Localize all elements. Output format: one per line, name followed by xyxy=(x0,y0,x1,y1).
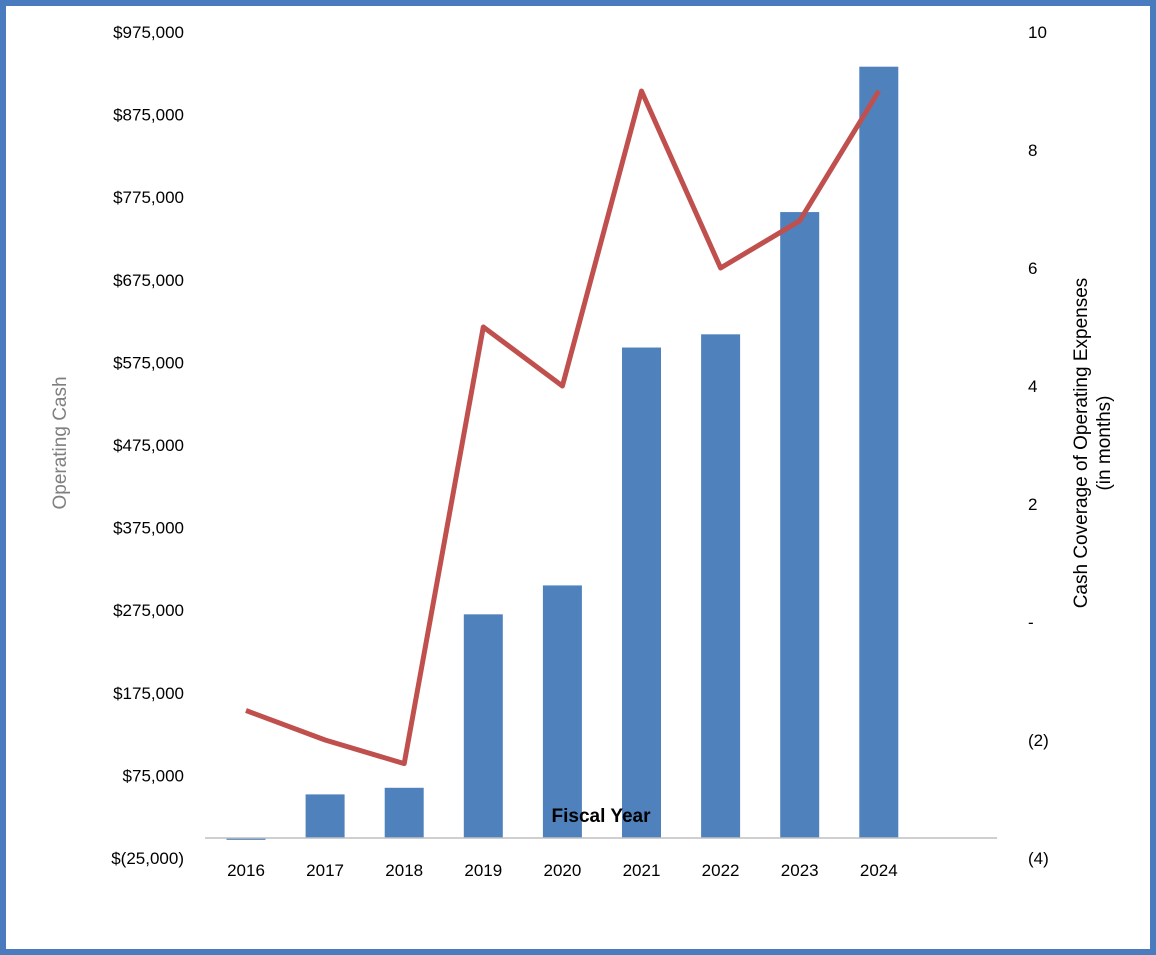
left-tick-label: $775,000 xyxy=(113,188,184,207)
left-tick-label: $75,000 xyxy=(123,766,184,785)
bar-2024 xyxy=(859,66,899,838)
bar-series xyxy=(226,66,899,840)
right-tick-label: - xyxy=(1028,613,1034,632)
x-tick-label: 2023 xyxy=(781,861,819,880)
right-tick-label: (2) xyxy=(1028,731,1049,750)
left-tick-label: $575,000 xyxy=(113,353,184,372)
x-tick-label: 2020 xyxy=(543,861,581,880)
left-tick-label: $875,000 xyxy=(113,106,184,125)
bar-2017 xyxy=(305,794,345,838)
x-tick-label: 2017 xyxy=(306,861,344,880)
right-tick-label: 8 xyxy=(1028,141,1037,160)
x-tick-label: 2024 xyxy=(860,861,898,880)
x-tick-label: 2019 xyxy=(464,861,502,880)
left-tick-label: $375,000 xyxy=(113,519,184,538)
right-tick-label: 10 xyxy=(1028,23,1047,42)
right-tick-label: (4) xyxy=(1028,849,1049,868)
bar-2022 xyxy=(701,334,741,838)
left-tick-label: $675,000 xyxy=(113,271,184,290)
y-axis-title-right-line2: (in months) xyxy=(1094,395,1115,490)
bar-2016 xyxy=(226,838,266,840)
left-tick-label: $(25,000) xyxy=(111,849,184,868)
coverage-line-series xyxy=(245,88,881,767)
left-tick-label: $175,000 xyxy=(113,684,184,703)
left-tick-label: $475,000 xyxy=(113,436,184,455)
y-axis-title-right-line1: Cash Coverage of Operating Expenses xyxy=(1071,278,1092,609)
x-tick-label: 2021 xyxy=(623,861,661,880)
x-axis-ticks: 2016 2017 2018 2019 2020 2021 2022 2023 2024 xyxy=(227,861,898,880)
x-axis-title: Fiscal Year xyxy=(552,806,652,827)
x-tick-label: 2018 xyxy=(385,861,423,880)
bar-2021 xyxy=(622,347,661,838)
x-tick-label: 2022 xyxy=(702,861,740,880)
right-tick-label: 2 xyxy=(1028,495,1037,514)
y-axis-title-left: Operating Cash xyxy=(50,376,71,509)
right-tick-label: 6 xyxy=(1028,259,1037,278)
bar-2019 xyxy=(463,614,503,838)
bar-2023 xyxy=(780,212,820,838)
left-tick-label: $275,000 xyxy=(113,601,184,620)
right-axis-ticks: (4) (2) - 2 4 6 8 10 xyxy=(1028,23,1049,868)
bar-2018 xyxy=(384,787,424,838)
bar-2020 xyxy=(542,585,582,838)
left-tick-label: $975,000 xyxy=(113,23,184,42)
x-tick-label: 2016 xyxy=(227,861,265,880)
right-tick-label: 4 xyxy=(1028,377,1037,396)
left-axis-ticks: $(25,000) $75,000 $175,000 $275,000 $375,000… xyxy=(111,23,184,868)
